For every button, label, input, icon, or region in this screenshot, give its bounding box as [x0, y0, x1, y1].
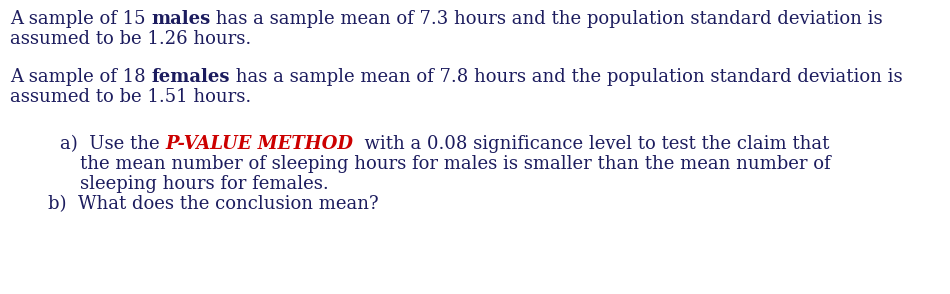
- Text: b)  What does the conclusion mean?: b) What does the conclusion mean?: [48, 195, 379, 213]
- Text: females: females: [151, 68, 230, 86]
- Text: assumed to be 1.51 hours.: assumed to be 1.51 hours.: [10, 88, 251, 106]
- Text: males: males: [151, 10, 211, 28]
- Text: A sample of 15: A sample of 15: [10, 10, 151, 28]
- Text: a)  Use the: a) Use the: [60, 135, 165, 153]
- Text: A sample of 18: A sample of 18: [10, 68, 151, 86]
- Text: the mean number of sleeping hours for males is smaller than the mean number of: the mean number of sleeping hours for ma…: [80, 155, 830, 173]
- Text: has a sample mean of 7.3 hours and the population standard deviation is: has a sample mean of 7.3 hours and the p…: [211, 10, 884, 28]
- Text: sleeping hours for females.: sleeping hours for females.: [80, 175, 329, 193]
- Text: P-VALUE METHOD: P-VALUE METHOD: [165, 135, 353, 153]
- Text: assumed to be 1.26 hours.: assumed to be 1.26 hours.: [10, 30, 251, 48]
- Text: has a sample mean of 7.8 hours and the population standard deviation is: has a sample mean of 7.8 hours and the p…: [230, 68, 902, 86]
- Text: with a 0.08 significance level to test the claim that: with a 0.08 significance level to test t…: [353, 135, 829, 153]
